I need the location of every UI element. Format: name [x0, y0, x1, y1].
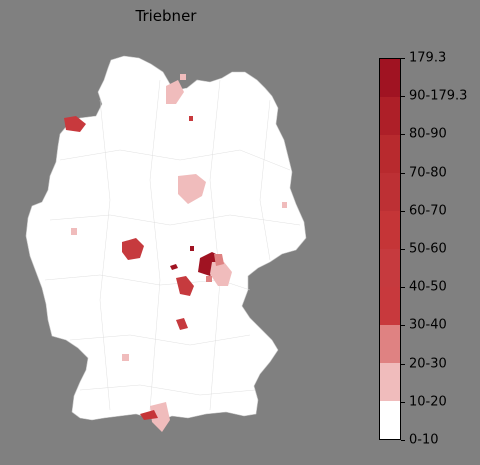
colorbar-segment [380, 363, 400, 401]
region-hof [206, 276, 212, 282]
region-saale [190, 246, 194, 251]
colorbar-tick [401, 58, 405, 59]
district-borders [44, 79, 301, 411]
colorbar-segment [380, 59, 400, 97]
colorbar-label: 90-179.3 [409, 88, 468, 104]
highlighted-regions [64, 74, 287, 432]
colorbar-segment [380, 287, 400, 325]
region-hildesheim [178, 174, 206, 204]
colorbar-tick [401, 210, 405, 212]
colorbar-segment [380, 211, 400, 249]
colorbar-label: 40-50 [409, 279, 447, 295]
legend: 0-10 10-20 20-30 30-40 40-50 50-60 60-70 70-80 8… [379, 51, 480, 448]
colorbar-label: 60-70 [409, 203, 447, 219]
region-fehmarn [180, 74, 186, 80]
colorbar-segment [380, 97, 400, 135]
region-cottbus [282, 202, 287, 208]
region-eichsfeld [170, 264, 178, 270]
colorbar-label: 50-60 [409, 241, 447, 257]
region-kassel [122, 238, 144, 260]
region-nuernberg [176, 318, 188, 330]
colorbar-segment [380, 173, 400, 211]
colorbar-tick [401, 440, 405, 441]
region-lindau [140, 410, 158, 420]
region-zwickau [210, 262, 232, 286]
region-zwickau-core [214, 254, 224, 266]
colorbar-tick [401, 325, 405, 327]
colorbar-segment [380, 325, 400, 363]
region-bamberg [176, 276, 194, 296]
colorbar-label: 10-20 [409, 394, 447, 410]
colorbar-tick [401, 287, 405, 289]
region-leer [64, 116, 86, 132]
colorbar-label: 30-40 [409, 317, 447, 333]
colorbar-label: 179.3 [409, 50, 447, 66]
colorbar-label: 0-10 [409, 432, 439, 448]
colorbar [379, 58, 401, 440]
colorbar-tick [401, 96, 405, 98]
colorbar-tick [401, 172, 405, 174]
colorbar-segment [380, 249, 400, 287]
colorbar-tick [401, 401, 405, 403]
choropleth-map [25, 55, 307, 432]
colorbar-tick [401, 363, 405, 365]
germany-outline [25, 55, 307, 421]
region-luebeck [189, 116, 193, 121]
colorbar-tick [401, 249, 405, 250]
region-schleswig [166, 80, 184, 104]
region-coesfeld [71, 228, 77, 235]
colorbar-segment [380, 135, 400, 173]
map-title: Triebner [135, 7, 197, 25]
region-garmisch [150, 402, 170, 432]
colorbar-segment [380, 401, 400, 439]
colorbar-label: 70-80 [409, 165, 447, 181]
colorbar-label: 80-90 [409, 126, 447, 142]
colorbar-label: 20-30 [409, 356, 447, 372]
colorbar-tick [401, 134, 405, 136]
region-stuttgart [122, 354, 129, 361]
